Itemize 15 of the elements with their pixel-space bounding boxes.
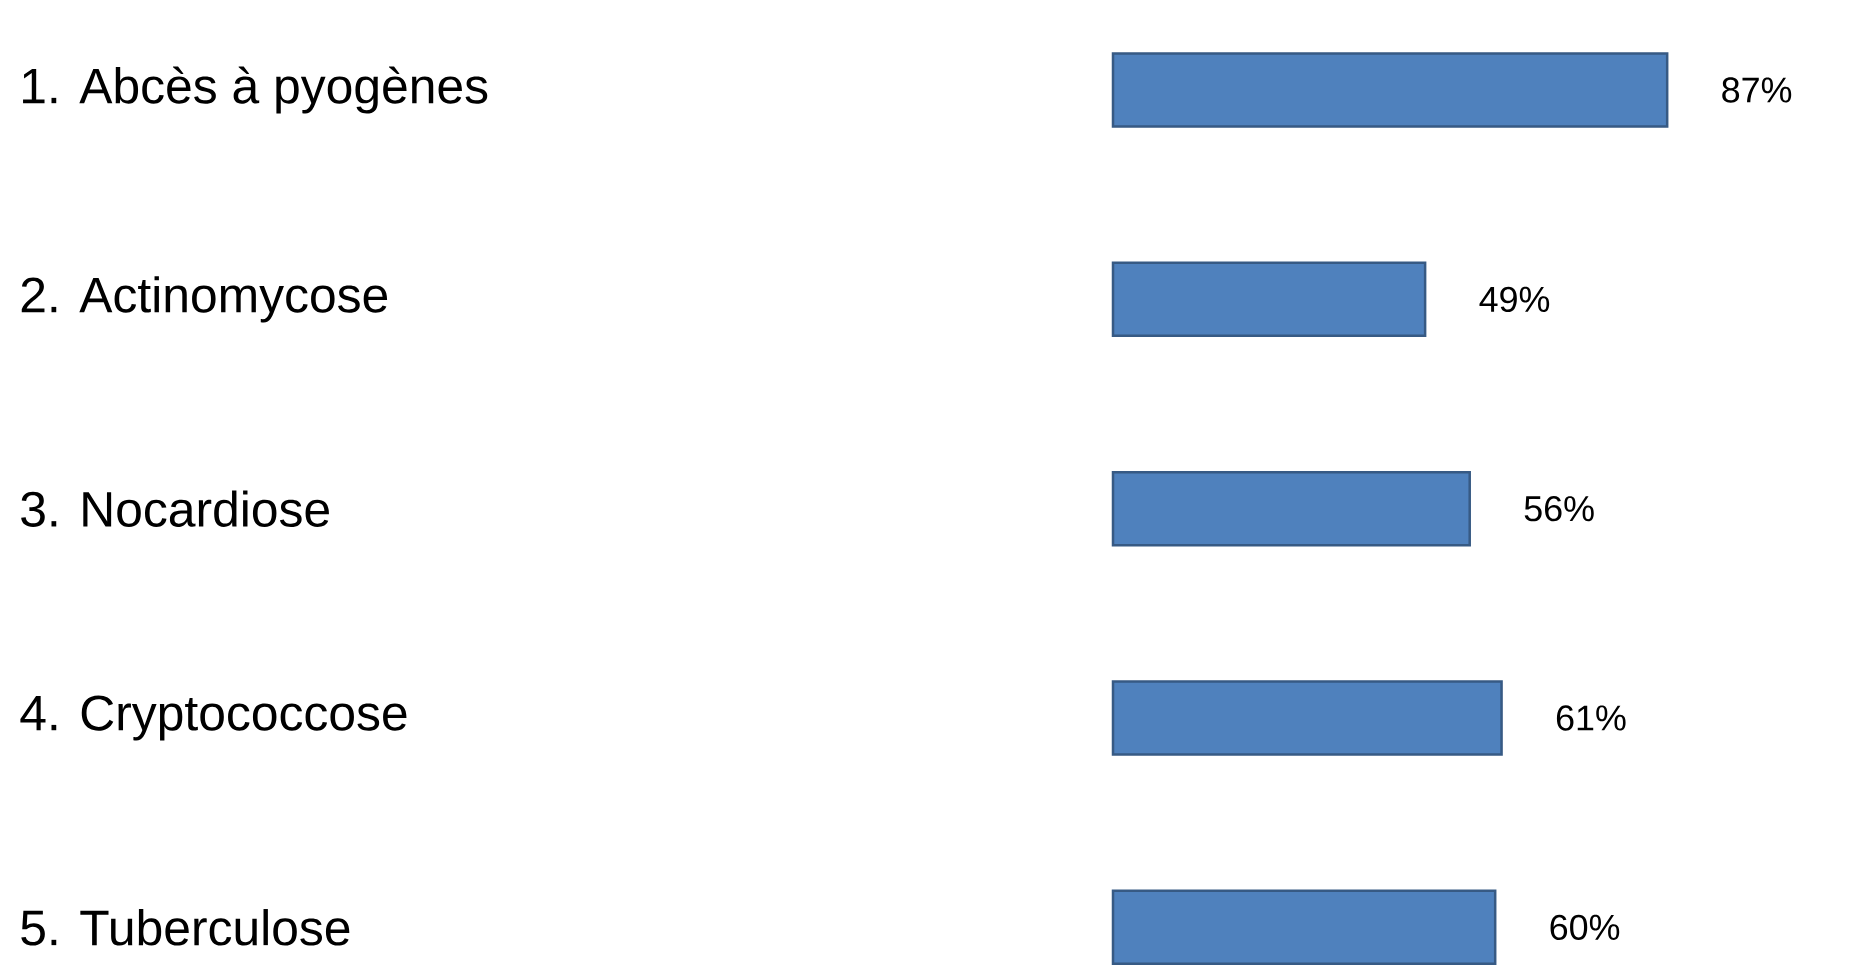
bar bbox=[1111, 470, 1471, 547]
bar bbox=[1111, 52, 1669, 128]
y-tick-label: 5. Tuberculose bbox=[21, 909, 350, 946]
data-label: 60% bbox=[1550, 914, 1620, 941]
data-label: 49% bbox=[1479, 286, 1550, 313]
y-tick-label: 1. Abcès à pyogènes bbox=[23, 66, 488, 114]
y-tick-label: 4. Cryptococcose bbox=[20, 695, 407, 741]
bar bbox=[1111, 261, 1427, 338]
data-label: 61% bbox=[1556, 705, 1626, 731]
y-tick-label: 3. Nocardiose bbox=[21, 490, 329, 527]
data-label: 87% bbox=[1722, 77, 1792, 103]
y-tick-label: 2. Actinomycose bbox=[21, 276, 388, 323]
bar bbox=[1111, 889, 1497, 965]
data-label: 56% bbox=[1524, 495, 1594, 522]
bar bbox=[1111, 680, 1503, 756]
